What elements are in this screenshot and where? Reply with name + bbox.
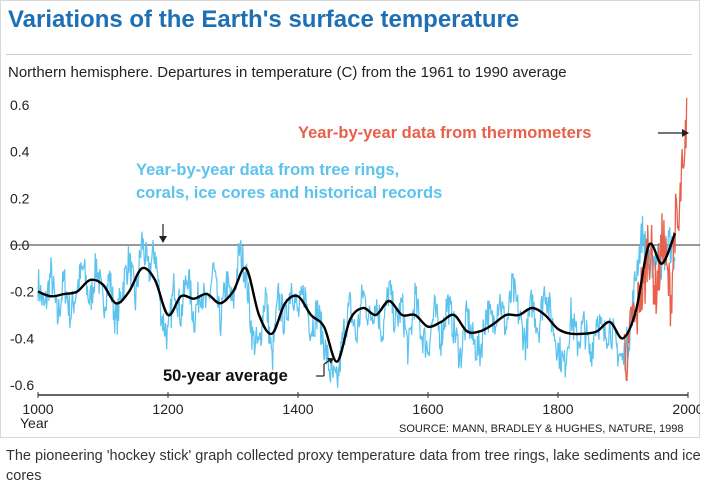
- title-divider: [6, 54, 692, 55]
- y-tick-label: 0.2: [10, 190, 30, 206]
- x-axis-label: Year: [20, 415, 49, 431]
- temperature-chart: 0.60.40.20.0-0.2-0.4-0.6 1000 1200 1400 160…: [10, 97, 700, 435]
- average-annotation: 50-year average: [163, 367, 288, 385]
- average-arrowhead: [327, 358, 334, 364]
- proxy-annotation-line1: Year-by-year data from tree rings,: [136, 161, 399, 179]
- average-series-line: [37, 232, 677, 363]
- source-note: SOURCE: MANN, BRADLEY & HUGHES, NATURE, …: [399, 423, 683, 435]
- proxy-arrowhead: [159, 236, 167, 243]
- x-tick-label: 1600: [412, 401, 443, 417]
- thermometer-series-line: [623, 97, 688, 381]
- thermometer-annotation: Year-by-year data from thermometers: [298, 124, 591, 142]
- y-tick-label: 0.4: [10, 144, 30, 160]
- thermometer-series-layer: [623, 97, 688, 381]
- proxy-annotation-line2: corals, ice cores and historical records: [136, 184, 442, 202]
- x-tick-label: 1400: [282, 401, 313, 417]
- x-axis-ticks: 1000 1200 1400 1600 1800 2000: [22, 392, 700, 417]
- y-tick-label: -0.2: [10, 284, 34, 300]
- graphic-frame: [0, 0, 700, 438]
- figure-caption: The pioneering 'hockey stick' graph coll…: [6, 448, 701, 484]
- x-tick-label: 1200: [152, 401, 183, 417]
- y-tick-label: 0.6: [10, 97, 30, 113]
- average-series-layer: [37, 232, 677, 363]
- proxy-series-layer: [37, 215, 676, 388]
- x-tick-label: 2000: [672, 401, 700, 417]
- y-tick-label: -0.4: [10, 330, 34, 346]
- proxy-series-line: [37, 215, 676, 388]
- chart-subtitle: Northern hemisphere. Departures in tempe…: [8, 64, 567, 81]
- y-axis-ticks: 0.60.40.20.0-0.2-0.4-0.6: [10, 97, 34, 393]
- thermometer-arrowhead: [682, 129, 689, 137]
- x-tick-label: 1000: [22, 401, 53, 417]
- chart-title: Variations of the Earth's surface temper…: [8, 6, 520, 33]
- x-tick-label: 1800: [542, 401, 573, 417]
- y-tick-label: -0.6: [10, 377, 34, 393]
